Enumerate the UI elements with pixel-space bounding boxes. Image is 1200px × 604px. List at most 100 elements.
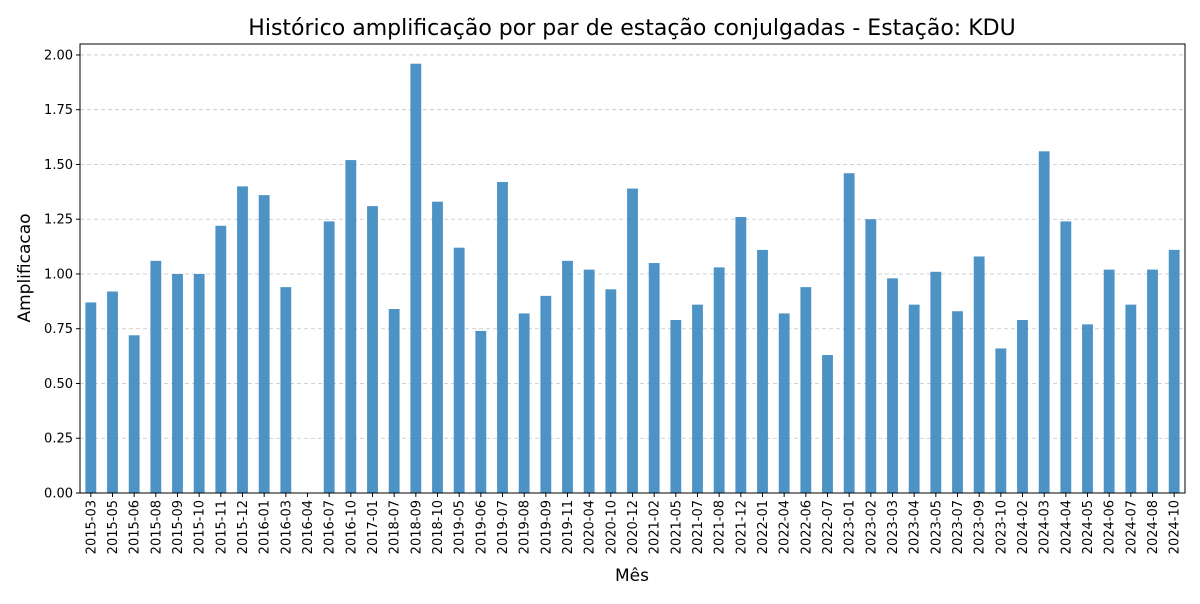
x-tick-label: 2018-09	[409, 500, 424, 554]
x-tick-label: 2017-01	[366, 500, 381, 554]
y-tick-label: 0.50	[44, 377, 73, 392]
bar	[713, 267, 725, 493]
x-tick-label: 2018-07	[388, 500, 403, 554]
x-tick-label: 2015-10	[193, 500, 208, 554]
bar	[778, 313, 790, 493]
y-tick-label: 1.25	[44, 213, 73, 228]
bar	[518, 313, 530, 493]
bar	[908, 304, 920, 493]
bar	[85, 302, 97, 493]
x-tick-label: 2016-03	[279, 500, 294, 554]
bar	[453, 247, 465, 493]
bar	[735, 217, 747, 493]
x-tick-label: 2021-07	[691, 500, 706, 554]
x-tick-label: 2023-02	[864, 500, 879, 554]
x-tick-label: 2024-04	[1059, 500, 1074, 554]
y-tick-label: 1.00	[44, 267, 73, 282]
x-tick-label: 2021-05	[669, 500, 684, 554]
bar	[388, 309, 400, 493]
bar	[1147, 269, 1158, 493]
bar	[1168, 249, 1180, 493]
x-tick-label: 2019-06	[474, 500, 489, 554]
y-axis-label: Amplificacao	[15, 213, 35, 322]
bar	[995, 348, 1007, 493]
bar	[150, 260, 162, 493]
x-tick-label: 2019-11	[561, 500, 576, 554]
bar	[1038, 151, 1050, 493]
bar	[583, 269, 595, 493]
bar	[648, 263, 660, 493]
x-tick-label: 2015-09	[171, 500, 186, 554]
bar	[930, 271, 942, 493]
bar	[692, 304, 703, 493]
bar	[843, 173, 855, 493]
x-tick-label: 2015-12	[236, 500, 251, 554]
bar	[345, 160, 357, 493]
y-tick-label: 0.75	[44, 322, 73, 337]
bar	[605, 289, 617, 493]
x-tick-label: 2021-12	[734, 500, 749, 554]
bar	[887, 278, 898, 493]
bar	[432, 201, 443, 493]
x-tick-label: 2021-08	[713, 500, 728, 554]
bar	[215, 225, 227, 494]
x-tick-label: 2024-10	[1168, 500, 1183, 554]
bar	[1060, 221, 1072, 493]
x-tick-label: 2022-07	[821, 500, 836, 554]
bar	[128, 335, 140, 493]
x-tick-label: 2021-02	[648, 500, 663, 554]
x-tick-label: 2018-10	[431, 500, 446, 554]
x-tick-label: 2022-01	[756, 500, 771, 554]
bar	[973, 256, 985, 493]
x-tick-label: 2024-07	[1124, 500, 1139, 554]
bars	[85, 63, 1180, 494]
x-tick-label: 2019-09	[539, 500, 554, 554]
x-tick-label: 2023-01	[843, 500, 858, 554]
y-tick-label: 0.25	[44, 432, 73, 447]
x-tick-label: 2016-07	[323, 500, 338, 554]
bar	[1103, 269, 1115, 493]
bar	[107, 291, 118, 493]
x-tick-label: 2023-07	[951, 500, 966, 554]
x-tick-label: 2015-11	[214, 500, 229, 554]
bar	[323, 221, 335, 493]
bar	[1017, 319, 1028, 493]
bar	[952, 311, 963, 493]
bar	[865, 219, 877, 493]
bar	[757, 249, 768, 493]
y-tick-label: 1.75	[44, 103, 73, 118]
x-tick-label: 2024-05	[1081, 500, 1096, 554]
x-tick-label: 2023-10	[994, 500, 1009, 554]
bar	[1082, 324, 1093, 493]
bar	[367, 206, 378, 493]
x-tick-label: 2019-07	[496, 500, 511, 554]
bar	[280, 287, 292, 493]
x-tick-label: 2016-01	[258, 500, 273, 554]
x-tick-label: 2024-02	[1016, 500, 1031, 554]
x-tick-label: 2023-05	[929, 500, 944, 554]
bar	[258, 195, 270, 493]
bar	[562, 260, 573, 493]
x-axis-label: Mês	[615, 566, 649, 586]
chart-title: Histórico amplificação por par de estaçã…	[248, 16, 1015, 41]
bar	[475, 330, 487, 493]
bar	[822, 355, 833, 493]
y-axis-ticks: 0.00 0.25 0.50 0.75 1.00 1.25 1.50 1.75 2.00	[44, 48, 80, 502]
bar	[1125, 304, 1137, 493]
x-tick-label: 2023-03	[886, 500, 901, 554]
x-tick-label: 2024-08	[1146, 500, 1161, 554]
x-tick-label: 2015-06	[128, 500, 143, 554]
x-tick-label: 2020-04	[583, 500, 598, 554]
y-tick-label: 0.00	[44, 487, 73, 502]
bar	[670, 319, 682, 493]
bar	[237, 186, 248, 494]
x-tick-label: 2019-05	[453, 500, 468, 554]
bar	[800, 287, 812, 493]
x-tick-label: 2016-10	[344, 500, 359, 554]
x-tick-label: 2024-03	[1038, 500, 1053, 554]
bar	[172, 273, 183, 493]
x-tick-label: 2023-09	[973, 500, 988, 554]
bar	[410, 63, 422, 494]
